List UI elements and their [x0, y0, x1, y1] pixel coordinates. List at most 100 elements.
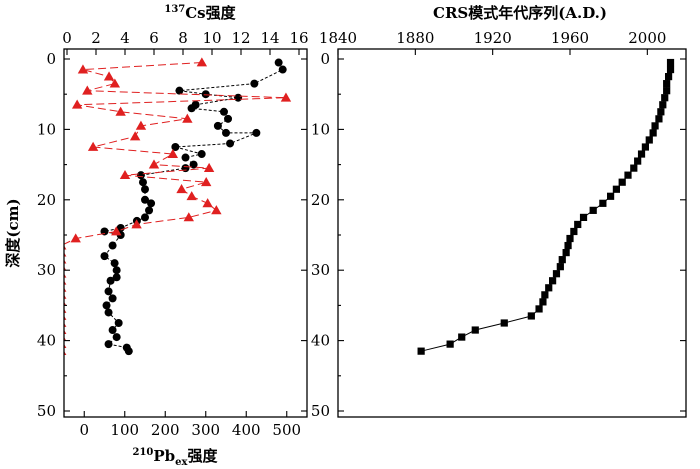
data-point-triangle — [119, 169, 131, 180]
data-point-triangle — [103, 71, 115, 81]
data-point-square — [663, 87, 671, 95]
left-y-ticks: 0 10 20 30 40 50 — [37, 50, 307, 420]
data-point-circle — [106, 276, 115, 285]
data-point-circle — [252, 128, 261, 137]
data-point-triangle — [202, 198, 213, 208]
data-point-triangle — [135, 120, 147, 130]
x-tick-label: 100 — [110, 421, 139, 439]
left-series-layer — [64, 57, 292, 356]
top-axis-title: 137Cs强度 — [164, 4, 236, 22]
data-point-circle — [181, 153, 190, 162]
data-point-square — [579, 213, 588, 221]
data-point-square — [641, 143, 649, 151]
data-point-triangle — [87, 141, 99, 151]
data-point-triangle — [203, 162, 215, 173]
data-point-triangle — [129, 131, 141, 141]
data-point-circle — [112, 266, 121, 275]
data-point-square — [663, 80, 671, 88]
right-series-layer — [417, 58, 675, 355]
x-tick-label: 1840 — [319, 29, 357, 47]
data-point-square — [446, 340, 454, 348]
data-point-circle — [219, 107, 228, 116]
data-point-square — [645, 136, 653, 144]
data-point-circle — [104, 340, 113, 349]
x-tick-label: 200 — [151, 421, 180, 439]
data-point-circle — [226, 139, 235, 148]
data-point-circle — [108, 294, 117, 303]
data-point-square — [618, 178, 626, 186]
data-point-square — [661, 94, 669, 102]
right-y-ticks: 0 10 20 30 40 50 — [311, 50, 686, 420]
data-point-circle — [100, 252, 109, 261]
y-tick-label: 30 — [37, 261, 56, 279]
y-tick-label: 30 — [311, 261, 330, 279]
left-panel: 0 10 20 30 40 50 0 2 4 6 8 10 12 14 16 0 100 200 300 400 5… — [4, 4, 309, 468]
data-point-circle — [274, 58, 283, 67]
data-point-square — [535, 305, 543, 313]
left-top-ticks: 0 2 4 6 8 10 12 14 16 — [62, 29, 309, 55]
y-tick-label: 40 — [311, 332, 330, 350]
x-tick-label: 16 — [289, 29, 308, 47]
data-point-circle — [102, 301, 111, 310]
data-point-circle — [141, 213, 149, 222]
y-tick-label: 10 — [37, 120, 56, 138]
data-point-square — [659, 101, 667, 109]
data-point-triangle — [77, 64, 89, 74]
data-point-circle — [110, 259, 119, 268]
data-point-triangle — [109, 78, 121, 88]
data-point-circle — [112, 333, 121, 342]
data-point-square — [612, 185, 620, 193]
data-point-square — [589, 206, 597, 214]
data-point-square — [570, 227, 578, 236]
data-point-triangle — [82, 85, 93, 95]
series-line — [420, 62, 671, 352]
x-tick-label: 0 — [79, 421, 89, 439]
x-tick-label: 300 — [191, 421, 220, 439]
bottom-axis-title-suffix: 强度 — [187, 447, 218, 465]
data-point-triangle — [280, 92, 292, 102]
data-point-circle — [213, 121, 222, 130]
data-point-triangle — [115, 106, 126, 116]
data-point-triangle — [167, 148, 179, 158]
data-point-square — [665, 73, 673, 81]
data-point-circle — [141, 185, 149, 194]
data-point-triangle — [111, 226, 122, 236]
data-point-triangle — [148, 159, 160, 169]
data-point-square — [564, 241, 572, 250]
data-point-circle — [250, 79, 259, 88]
data-point-circle — [234, 93, 243, 102]
data-point-circle — [187, 104, 196, 113]
x-tick-label: 2 — [91, 29, 101, 47]
data-point-square — [624, 171, 632, 179]
y-tick-label: 20 — [311, 191, 330, 209]
data-point-circle — [224, 114, 233, 123]
y-tick-label: 50 — [311, 402, 330, 420]
data-point-square — [556, 263, 564, 271]
x-tick-label: 12 — [231, 29, 250, 47]
right-top-ticks: 1840 1880 1920 1960 2000 — [319, 29, 666, 55]
data-point-square — [541, 291, 549, 299]
x-tick-label: 6 — [149, 29, 159, 47]
data-point-circle — [138, 178, 147, 187]
data-point-triangle — [70, 233, 81, 243]
data-point-circle — [104, 308, 113, 317]
x-tick-label: 2000 — [628, 29, 666, 47]
data-point-triangle — [131, 219, 142, 229]
data-point-circle — [181, 164, 190, 173]
x-tick-label: 14 — [260, 29, 279, 47]
data-point-circle — [116, 223, 125, 232]
data-point-circle — [197, 150, 206, 159]
x-tick-label: 8 — [178, 29, 188, 47]
y-tick-label: 10 — [311, 120, 330, 138]
y-tick-label: 50 — [37, 402, 56, 420]
data-point-triangle — [186, 191, 197, 201]
data-point-square — [539, 298, 547, 306]
y-tick-label: 20 — [37, 191, 56, 209]
bottom-axis-title-superscript: 210 — [133, 447, 154, 458]
data-point-circle — [108, 241, 117, 250]
bottom-axis-title-main: Pb — [153, 447, 175, 465]
x-tick-label: 1960 — [551, 29, 589, 47]
data-point-square — [545, 284, 553, 292]
data-point-circle — [112, 273, 121, 282]
